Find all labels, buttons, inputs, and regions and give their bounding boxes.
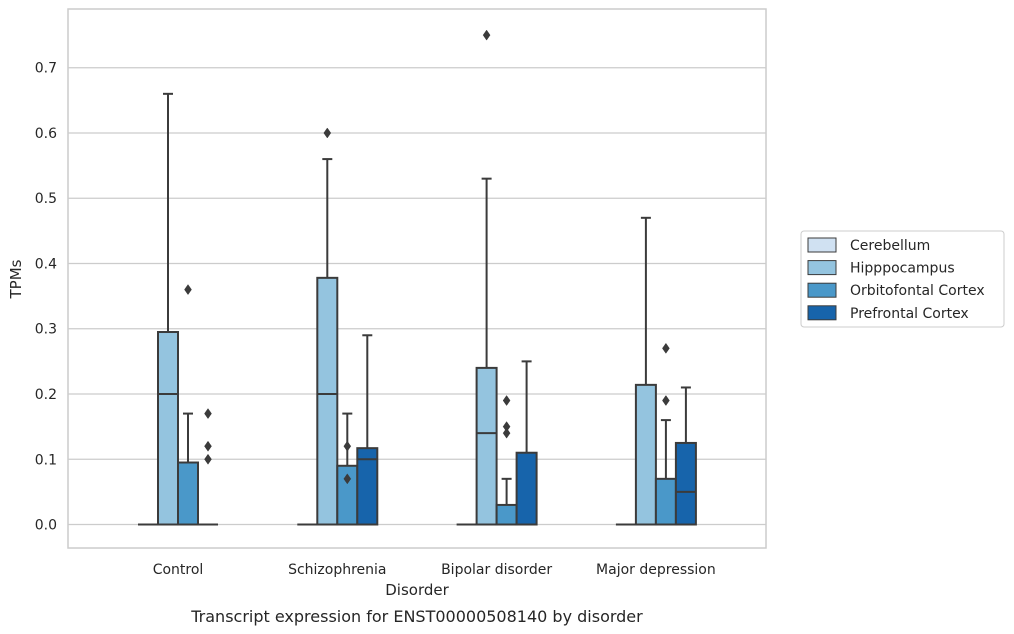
outlier-point: [204, 453, 212, 465]
y-tick-labels: 0.0 0.1 0.2 0.3 0.4 0.5 0.6 0.7: [35, 61, 57, 534]
y-tick-label: 0.6: [35, 126, 57, 142]
box-orbitofontal-cortex: [336, 412, 359, 526]
y-tick-label: 0.7: [35, 61, 57, 77]
outlier-point: [482, 29, 491, 41]
x-axis-label: Disorder: [385, 581, 449, 599]
legend-label-prefrontal-cortex: Prefrontal Cortex: [850, 306, 969, 322]
box-body: [157, 331, 179, 526]
x-tick-label: Schizophrenia: [288, 562, 386, 578]
y-axis-label: TPMs: [7, 259, 25, 299]
box-hipppocampus: [634, 216, 657, 526]
box-body: [634, 383, 657, 526]
box-orbitofontal-cortex: [495, 395, 518, 526]
legend-label-orbitofontal-cortex: Orbitofontal Cortex: [850, 283, 985, 299]
box-body: [316, 276, 339, 526]
box-hipppocampus: [157, 92, 179, 526]
box-body: [495, 503, 518, 526]
outlier-point: [343, 440, 352, 452]
box-prefrontal-cortex: [674, 386, 697, 526]
legend: Cerebellum Hipppocampus Orbitofontal Corte…: [800, 230, 1005, 328]
y-tick-label: 0.2: [35, 387, 57, 403]
y-tick-label: 0.4: [35, 256, 57, 272]
box-orbitofontal-cortex: [177, 284, 199, 526]
outlier-point: [184, 284, 192, 296]
outlier-point: [204, 440, 212, 452]
box-body: [674, 441, 697, 526]
outlier-point: [204, 408, 212, 420]
box-hipppocampus: [316, 127, 339, 526]
box-body: [356, 447, 379, 526]
legend-swatch-orbitofontal-cortex: [807, 282, 837, 298]
box-hipppocampus: [475, 29, 498, 526]
figure-caption: Transcript expression for ENST0000050814…: [190, 607, 643, 626]
box-group-schizophrenia: [297, 127, 379, 526]
outlier-point: [323, 127, 332, 139]
outlier-point: [502, 395, 511, 406]
x-tick-labels: Control Schizophrenia Bipolar disorder Majo…: [153, 562, 716, 578]
x-tick-label: Control: [153, 562, 204, 578]
y-tick-label: 0.3: [35, 322, 57, 338]
box-group-bipolar-disorder: [456, 29, 538, 526]
outlier-point: [662, 395, 670, 406]
x-tick-label: Major depression: [596, 562, 716, 578]
legend-label-cerebellum: Cerebellum: [850, 238, 930, 254]
box-prefrontal-cortex: [356, 334, 379, 526]
legend-swatch-hipppocampus: [807, 260, 837, 276]
box-body: [515, 451, 538, 526]
box-prefrontal-cortex: [198, 408, 218, 526]
x-tick-label: Bipolar disorder: [441, 562, 552, 578]
legend-label-hipppocampus: Hipppocampus: [850, 261, 955, 277]
box-body: [177, 461, 199, 526]
box-prefrontal-cortex: [515, 360, 538, 526]
y-tick-label: 0.0: [35, 518, 57, 534]
legend-frame: [800, 230, 1005, 328]
outlier-point: [502, 427, 511, 439]
y-tick-label: 0.1: [35, 452, 57, 468]
legend-swatch-cerebellum: [807, 237, 837, 253]
legend-swatch-prefrontal-cortex: [807, 305, 837, 321]
box-body: [475, 366, 498, 526]
plot-area-frame: [67, 8, 767, 549]
outlier-point: [343, 473, 352, 485]
box-layer: [138, 29, 697, 526]
box-group-major-depression: [615, 216, 697, 526]
box-body: [654, 477, 677, 526]
outlier-point: [662, 342, 670, 354]
y-tick-label: 0.5: [35, 191, 57, 207]
box-group-control: [138, 92, 218, 526]
